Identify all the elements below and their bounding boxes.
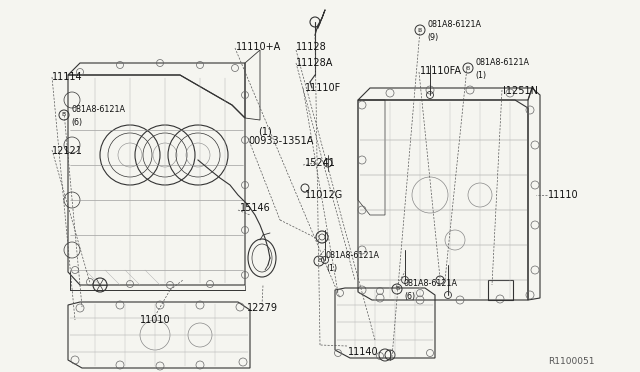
Text: 11110: 11110 xyxy=(548,190,579,200)
Text: 081A8-6121A: 081A8-6121A xyxy=(404,279,458,288)
Text: 15241: 15241 xyxy=(305,158,336,168)
Text: 11110F: 11110F xyxy=(305,83,341,93)
Text: B: B xyxy=(317,259,321,263)
Text: 081A8-6121A: 081A8-6121A xyxy=(71,105,125,114)
Text: (1): (1) xyxy=(258,126,272,136)
Text: 11140: 11140 xyxy=(348,347,379,357)
Text: 11110FA: 11110FA xyxy=(420,66,462,76)
Text: 081A8-6121A: 081A8-6121A xyxy=(427,20,481,29)
Text: 081A8-6121A: 081A8-6121A xyxy=(326,251,380,260)
Text: B: B xyxy=(395,286,399,292)
Text: 11010: 11010 xyxy=(140,315,170,325)
Text: 11110+A: 11110+A xyxy=(236,42,281,52)
Text: 12279: 12279 xyxy=(246,303,278,313)
Text: R1100051: R1100051 xyxy=(548,357,595,366)
Text: B: B xyxy=(466,65,470,71)
Text: 081A8-6121A: 081A8-6121A xyxy=(475,58,529,67)
Text: 11128A: 11128A xyxy=(296,58,333,68)
Text: (6): (6) xyxy=(404,292,415,301)
Text: 00933-1351A: 00933-1351A xyxy=(248,136,314,146)
Text: 11114: 11114 xyxy=(52,72,83,82)
Text: B: B xyxy=(418,28,422,32)
Text: 11128: 11128 xyxy=(296,42,327,52)
Bar xyxy=(488,280,513,300)
Text: (1): (1) xyxy=(475,71,486,80)
Text: (1): (1) xyxy=(326,264,337,273)
Text: I1251N: I1251N xyxy=(503,86,538,96)
Text: (6): (6) xyxy=(71,118,82,127)
Text: 11012G: 11012G xyxy=(305,190,343,200)
Text: 12121: 12121 xyxy=(52,146,83,156)
Text: 15146: 15146 xyxy=(240,203,271,213)
Text: B: B xyxy=(62,112,66,118)
Text: (9): (9) xyxy=(427,33,438,42)
